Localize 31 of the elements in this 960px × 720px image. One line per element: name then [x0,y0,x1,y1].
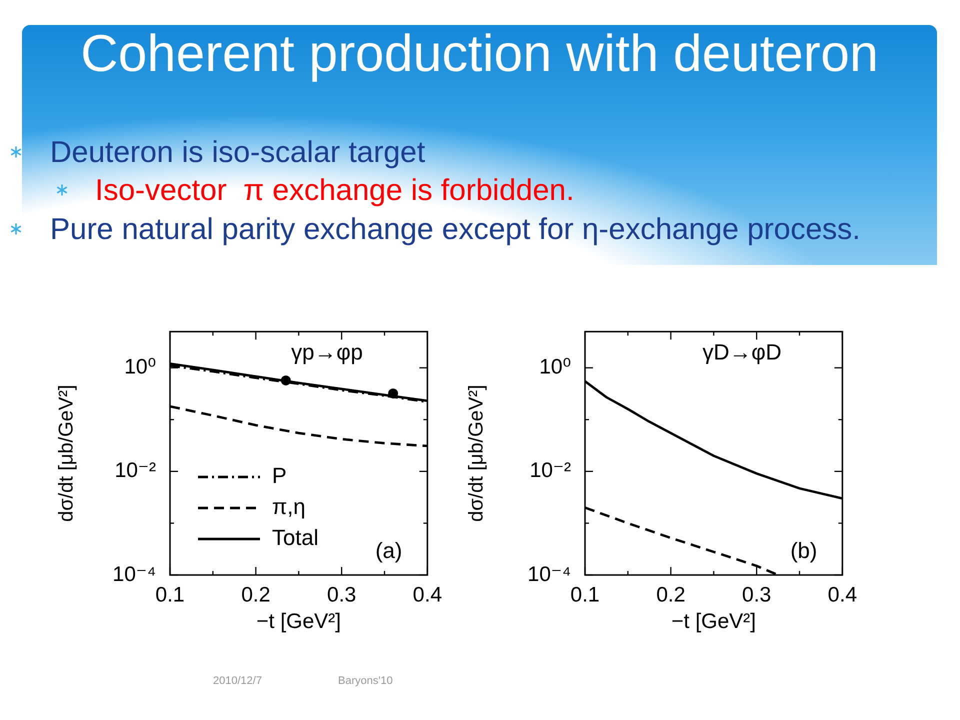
y-tick-label: 10⁻⁴ [528,562,571,586]
y-tick-label: 10⁻² [530,459,572,482]
y-tick-label: 10⁻² [114,459,156,482]
legend-label: P [272,463,287,488]
x-tick-label: 0.3 [742,583,772,606]
annotation: γD→φD [702,340,782,365]
legend-label: Total [272,525,318,550]
y-tick-label: 10⁰ [539,356,571,379]
x-tick-label: 0.4 [412,583,442,606]
y-axis-title: dσ/dt [μb/GeV²] [466,384,488,522]
y-tick-label: 10⁻⁴ [112,562,156,586]
text: Pure natural parity exchange except for η-exchange process. [50,212,860,248]
text: 2010/12/7 [213,674,262,688]
y-axis-title: dσ/dt [μb/GeV²] [56,384,78,522]
x-axis-title: −t [GeV²] [256,610,342,634]
text: Deuteron is iso-scalar target [50,135,426,171]
x-tick-label: 0.2 [656,583,686,606]
y-tick-label: 10⁰ [124,356,156,379]
text: Iso-vector π exchange is forbidden. [95,173,574,209]
text: Baryons'10 [338,674,393,688]
x-tick-label: 0.1 [155,583,185,606]
x-tick-label: 0.4 [828,583,858,606]
text: Coherent production with deuteron [80,24,880,85]
x-tick-label: 0.3 [327,583,356,606]
x-tick-label: 0.1 [570,583,600,606]
x-tick-label: 0.2 [241,583,270,606]
x-axis-title: −t [GeV²] [671,610,756,634]
annotation: (a) [375,538,402,563]
annotation: γp→φp [291,340,363,365]
annotation: (b) [790,538,818,563]
legend-label: π,η [272,494,306,520]
